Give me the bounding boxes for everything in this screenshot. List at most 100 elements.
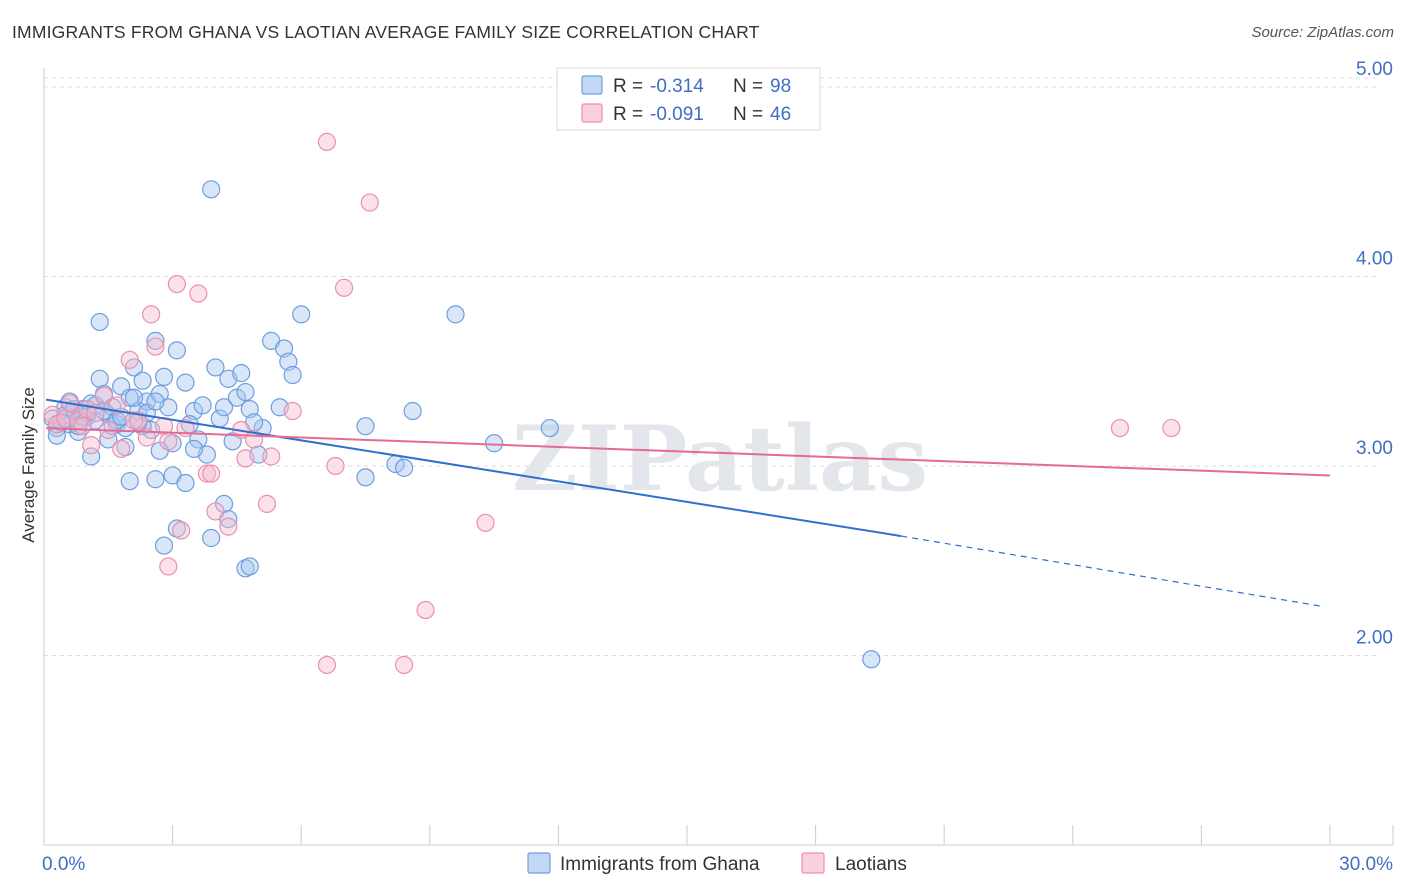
ghana-point-86 — [124, 388, 144, 407]
laotian-point-39 — [416, 600, 435, 620]
ghana-point-60 — [176, 473, 195, 493]
bottom-legend-label-laotian: Laotians — [835, 854, 907, 875]
laotian-point-42 — [1162, 418, 1181, 438]
ghana-point-92 — [146, 392, 165, 411]
ghana-point-73 — [485, 434, 504, 453]
legend-r-value-ghana: -0.314 — [650, 76, 704, 97]
laotian-points — [43, 132, 1181, 675]
axes — [43, 68, 1394, 846]
bottom-legend-swatch-ghana — [527, 852, 551, 874]
laotian-point-13 — [129, 411, 148, 430]
laotian-point-16 — [146, 337, 165, 356]
ghana-point-27 — [154, 367, 174, 387]
legend-swatch-laotian — [581, 103, 603, 123]
ghana-point-57 — [146, 470, 165, 489]
ghana-point-12 — [90, 369, 109, 388]
y-axis-label: Average Family Size — [19, 387, 38, 543]
legend-r-label-ghana: R = — [613, 76, 643, 97]
x-tick-labels: 0.0% 30.0% — [42, 854, 1393, 875]
bottom-legend-swatch-laotian — [801, 852, 825, 874]
ghana-trend-line — [45, 398, 902, 538]
ghana-point-52 — [90, 312, 109, 332]
laotian-point-24 — [219, 517, 238, 536]
laotian-point-21 — [197, 464, 216, 483]
laotian-point-29 — [262, 447, 281, 466]
laotian-point-23 — [206, 502, 225, 521]
ghana-point-61 — [202, 528, 221, 548]
x-tick-label-0: 0.0% — [42, 854, 85, 875]
chart-title: IMMIGRANTS FROM GHANA VS LAOTIAN AVERAGE… — [12, 22, 760, 42]
laotian-point-15 — [142, 305, 161, 324]
ghana-point-50 — [283, 365, 302, 385]
laotian-point-20 — [189, 284, 208, 303]
laotian-point-22 — [202, 464, 221, 483]
laotian-point-14 — [137, 428, 156, 447]
legend-r-label-laotian: R = — [613, 104, 643, 125]
x-tick-label-1: 30.0% — [1339, 854, 1393, 875]
ghana-point-67 — [356, 417, 375, 436]
ghana-point-41 — [232, 364, 251, 383]
y-tick-label-1: 3.00 — [1356, 438, 1393, 459]
laotian-point-34 — [360, 193, 379, 212]
ghana-point-72 — [446, 305, 465, 324]
bottom-legend: Immigrants from Ghana Laotians — [527, 852, 907, 875]
laotian-point-11 — [112, 439, 131, 459]
ghana-point-42 — [236, 382, 255, 402]
laotian-point-18 — [159, 432, 178, 451]
ghana-point-51 — [292, 305, 311, 324]
legend-swatch-ghana — [581, 75, 603, 95]
laotian-point-28 — [257, 494, 277, 513]
laotian-point-38 — [394, 655, 414, 675]
laotian-point-33 — [334, 278, 354, 297]
ghana-point-70 — [394, 458, 414, 477]
y-tick-label-2: 4.00 — [1356, 248, 1393, 269]
ghana-point-66 — [240, 557, 259, 576]
laotian-point-19 — [167, 274, 186, 294]
laotian-point-32 — [326, 456, 345, 476]
ghana-point-22 — [133, 371, 152, 390]
ghana-point-94 — [193, 396, 212, 415]
laotian-point-31 — [317, 132, 337, 152]
ghana-point-25 — [146, 331, 165, 350]
legend-n-label-ghana: N = — [733, 76, 763, 97]
ghana-point-31 — [176, 373, 195, 392]
y-tick-labels: 2.00 3.00 4.00 5.00 — [1356, 59, 1393, 649]
ghana-point-71 — [403, 401, 422, 421]
laotian-point-43 — [124, 411, 144, 430]
ghana-point-55 — [120, 472, 139, 491]
laotian-point-37 — [317, 655, 337, 675]
laotian-point-41 — [1110, 418, 1130, 438]
laotian-point-26 — [236, 449, 255, 468]
laotian-point-30 — [283, 401, 302, 421]
laotian-point-36 — [159, 557, 178, 576]
ghana-point-30 — [167, 341, 186, 360]
legend-n-value-ghana: 98 — [770, 76, 791, 97]
legend-r-value-laotian: -0.091 — [650, 104, 704, 125]
ghana-trend-extension — [901, 535, 1322, 607]
ghana-point-81 — [184, 439, 204, 459]
ghana-point-76 — [862, 650, 881, 669]
laotian-trend-line — [46, 427, 1331, 477]
source-label: Source: ZipAtlas.com — [1251, 24, 1394, 41]
ghana-point-35 — [206, 358, 225, 377]
ghana-point-33 — [189, 430, 208, 449]
bottom-legend-label-ghana: Immigrants from Ghana — [560, 854, 760, 875]
legend-n-value-laotian: 46 — [770, 104, 791, 125]
ghana-point-74 — [540, 418, 559, 438]
trend-lines — [45, 398, 1331, 607]
laotian-point-35 — [172, 521, 191, 540]
y-tick-label-0: 2.00 — [1356, 627, 1393, 648]
laotian-point-44 — [73, 417, 92, 436]
laotian-point-40 — [476, 513, 495, 532]
y-tick-label-3: 5.00 — [1356, 59, 1393, 80]
laotian-point-8 — [94, 386, 114, 405]
ghana-point-65 — [154, 536, 174, 555]
legend-n-label-laotian: N = — [733, 104, 763, 125]
ghana-point-37 — [214, 398, 234, 417]
laotian-point-6 — [82, 436, 101, 455]
ghana-point-68 — [356, 468, 375, 487]
laotian-point-12 — [120, 350, 139, 369]
ghana-point-75 — [202, 180, 221, 199]
top-legend: R = -0.314 N = 98 R = -0.091 N = 46 — [556, 67, 821, 131]
